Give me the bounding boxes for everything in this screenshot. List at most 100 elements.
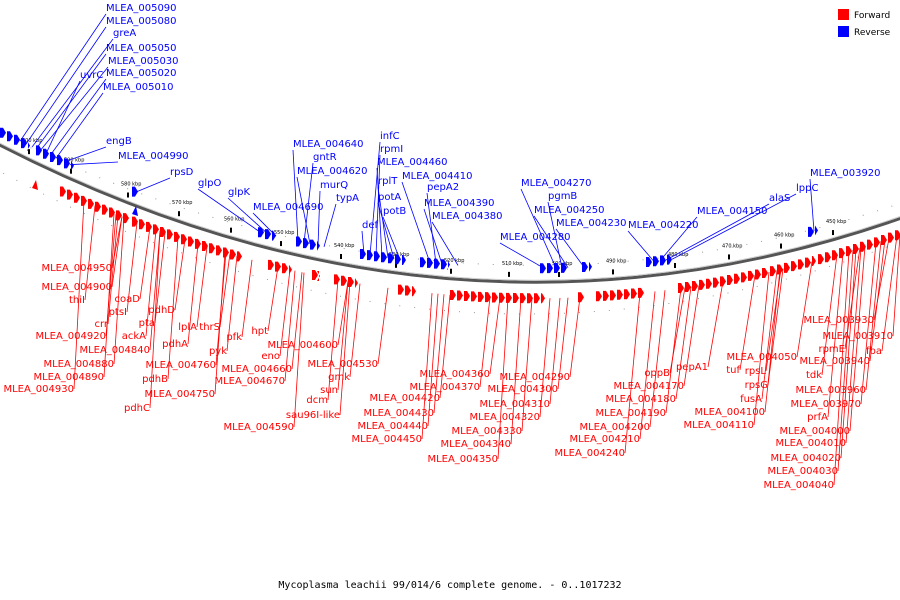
caption: Mycoplasma leachii 99/014/6 complete gen… [278,580,621,591]
forward-gene [692,281,698,292]
forward-gene [268,259,274,270]
forward-gene [317,270,320,281]
reverse-gene-label: MLEA_004280 [500,232,571,243]
forward-gene-label-leader [821,254,838,376]
reverse-gene-label-leader [292,149,299,242]
forward-gene-label-leader [497,297,509,460]
forward-gene-label-leader [739,275,756,371]
forward-gene-label-leader [339,281,351,416]
forward-gene-label-leader [337,281,349,346]
forward-gene-label: rpsL [745,366,767,377]
reverse-gene-label-leader [627,230,655,262]
forward-gene-label: MLEA_004320 [469,412,540,423]
forward-gene-label-leader [521,298,533,432]
reverse-gene [27,140,30,151]
reverse-gene-label: MLEA_004990 [118,151,189,162]
forward-gene [355,277,358,288]
forward-marker [32,180,38,190]
forward-gene-label-leader [187,243,199,345]
reverse-gene-label: MLEA_005050 [106,43,177,54]
reverse-gene-label-leader [303,162,314,243]
forward-gene-label-leader [149,230,161,409]
forward-gene [334,274,340,285]
forward-gene [341,275,347,286]
forward-gene-label-leader [860,242,877,405]
forward-gene-label-leader [683,285,700,387]
forward-gene [282,263,288,274]
forward-gene-label: MLEA_004920 [35,331,106,342]
reverse-gene [310,239,316,250]
tick-mark [780,243,782,249]
forward-gene-label: ackA [122,331,146,342]
forward-gene [492,292,498,303]
forward-labels: MLEA_004950MLEA_004900thiIcoaDptsIcrrMLE… [3,200,900,491]
reverse-gene-label: potA [378,192,401,203]
forward-gene [139,219,145,230]
forward-gene [123,213,129,224]
reverse-gene-label: MLEA_004460 [377,157,448,168]
forward-gene-label-leader [214,252,226,395]
tick-label: 560 kbp [224,217,244,223]
tick-mark [395,262,397,268]
tick-label: 450 kbp [826,219,846,225]
forward-gene-label: MLEA_004930 [3,384,74,395]
reverse-gene [434,258,440,269]
tick-mark [674,263,676,269]
forward-gene-label: crr [94,319,108,330]
forward-gene [312,270,318,281]
reverse-gene [36,145,42,156]
legend-reverse-swatch [838,26,849,37]
reverse-gene-label-leader [49,78,107,156]
reverse-gene-label: rpmI [380,144,403,155]
forward-gene [146,221,152,232]
forward-gene-label: MLEA_004900 [41,282,112,293]
forward-gene-label: pdhC [124,403,150,414]
forward-gene-label-leader [103,213,115,378]
forward-gene-label: pyk [209,346,227,357]
tick-mark [558,271,560,277]
tick-mark [612,269,614,275]
forward-gene-label-leader [479,297,491,388]
forward-gene [471,291,477,302]
reverse-gene-label: potB [383,206,406,217]
forward-gene [88,198,94,209]
forward-gene [188,236,194,247]
forward-gene-label: MLEA_004340 [440,439,511,450]
forward-gene [734,273,740,284]
forward-gene-label: MLEA_004000 [779,426,850,437]
forward-gene [216,245,222,256]
reverse-gene-label: uvrC [80,70,103,81]
forward-gene-label-leader [84,205,96,301]
forward-gene-label: MLEA_004310 [479,399,550,410]
forward-gene-label-leader [796,261,813,358]
forward-gene-label-leader [833,251,850,486]
forward-gene [727,275,733,286]
forward-gene [202,241,208,252]
forward-gene-label-leader [569,297,581,378]
forward-gene [478,291,484,302]
forward-gene-label: MLEA_004590 [223,422,294,433]
reverse-gene [367,250,373,261]
reverse-gene-label-leader [361,230,365,255]
forward-gene-label: hpt [251,326,268,337]
forward-gene-label-leader [73,200,85,390]
forward-gene [95,201,101,212]
forward-gene [706,278,712,289]
outer-guide-arc [0,132,900,266]
forward-gene [160,226,166,237]
reverse-gene [420,257,426,268]
reverse-gene-label: MLEA_004390 [424,198,495,209]
forward-gene-label: MLEA_004950 [41,263,112,274]
forward-gene [888,232,894,243]
tick-label: 510 kbp [502,261,522,267]
reverse-gene [388,253,394,264]
reverse-gene-label: rpsD [170,167,194,178]
forward-gene [506,292,512,303]
tick-mark [127,192,129,198]
reverse-gene-label: MLEA_003920 [810,168,881,179]
forward-gene [748,270,754,281]
reverse-gene-label-leader [63,146,107,163]
tick-label: 540 kbp [334,243,354,249]
